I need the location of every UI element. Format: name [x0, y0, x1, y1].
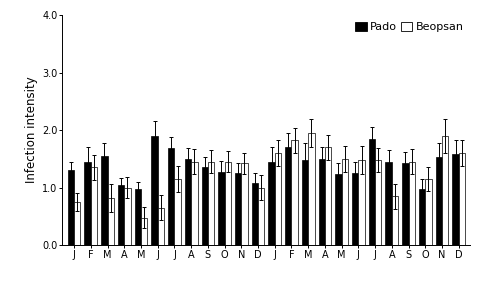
Bar [408, 162, 415, 245]
Bar [225, 162, 231, 245]
Bar [275, 153, 281, 245]
Bar [124, 188, 131, 245]
Legend: Pado, Beopsan: Pado, Beopsan [354, 21, 465, 33]
Bar [235, 173, 241, 245]
Bar [325, 147, 331, 245]
Bar [168, 149, 174, 245]
Bar [84, 162, 91, 245]
Bar [158, 208, 164, 245]
Bar [68, 170, 74, 245]
Bar [134, 189, 141, 245]
Bar [191, 162, 197, 245]
Bar [291, 141, 298, 245]
Bar [385, 162, 392, 245]
Bar [174, 179, 181, 245]
Bar [342, 159, 348, 245]
Bar [369, 139, 375, 245]
Bar [302, 160, 308, 245]
Bar [452, 154, 459, 245]
Bar [308, 133, 314, 245]
Bar [336, 174, 342, 245]
Y-axis label: Infection intensity: Infection intensity [25, 77, 38, 184]
Bar [252, 183, 258, 245]
Bar [185, 159, 191, 245]
Bar [285, 147, 291, 245]
Bar [151, 136, 158, 245]
Bar [352, 173, 359, 245]
Bar [425, 179, 432, 245]
Bar [108, 198, 114, 245]
Bar [375, 160, 382, 245]
Bar [258, 188, 264, 245]
Bar [419, 189, 425, 245]
Bar [359, 160, 365, 245]
Bar [459, 153, 465, 245]
Bar [268, 162, 275, 245]
Bar [319, 159, 325, 245]
Bar [402, 164, 408, 245]
Bar [202, 167, 208, 245]
Bar [218, 172, 225, 245]
Bar [241, 164, 248, 245]
Bar [91, 167, 97, 245]
Bar [208, 162, 214, 245]
Bar [74, 202, 81, 245]
Bar [141, 218, 147, 245]
Bar [392, 196, 398, 245]
Bar [101, 156, 108, 245]
Bar [442, 136, 448, 245]
Bar [118, 185, 124, 245]
Bar [436, 157, 442, 245]
